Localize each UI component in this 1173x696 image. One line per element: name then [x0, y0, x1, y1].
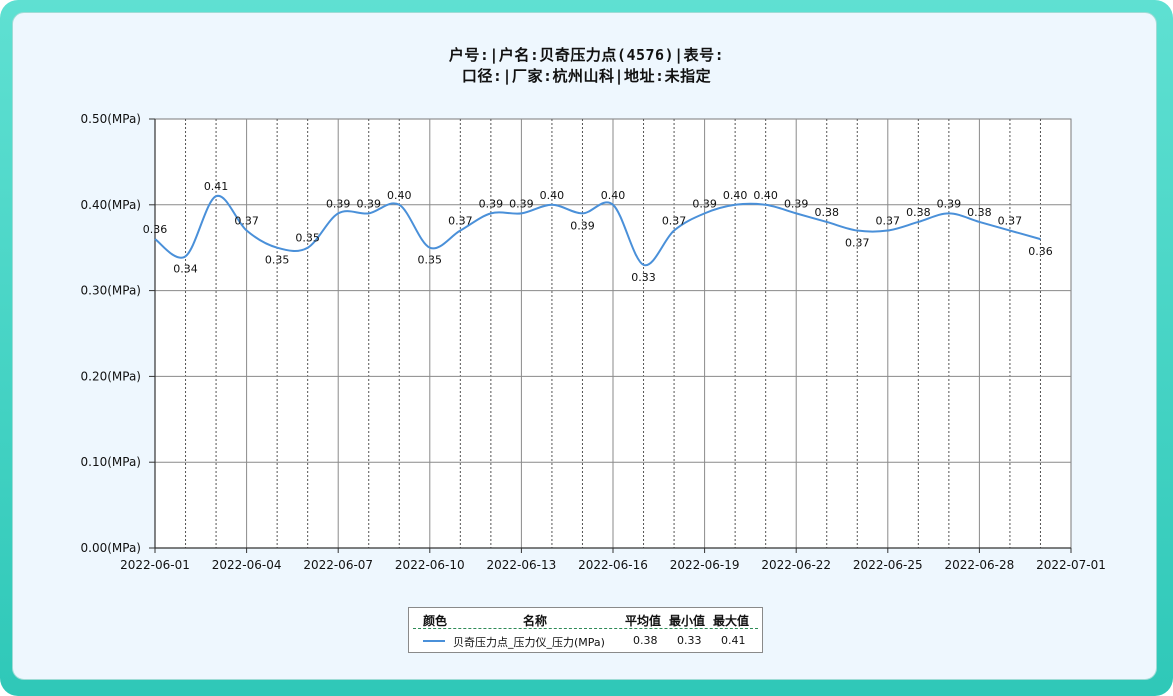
data-label: 0.37 [662, 215, 687, 228]
data-label: 0.40 [723, 189, 748, 202]
data-label: 0.39 [326, 197, 351, 210]
data-label: 0.36 [143, 223, 168, 236]
data-label: 0.37 [998, 215, 1023, 228]
y-tick-label: 0.00(MPa) [81, 541, 142, 555]
legend-header-name: 名称 [523, 614, 548, 628]
x-tick-label: 2022-06-16 [578, 558, 648, 572]
data-label: 0.39 [937, 197, 962, 210]
data-label: 0.37 [845, 237, 870, 250]
data-label: 0.37 [234, 215, 259, 228]
y-tick-label: 0.30(MPa) [81, 284, 142, 298]
x-tick-label: 2022-06-13 [487, 558, 557, 572]
legend-series-min: 0.33 [677, 634, 702, 647]
data-label: 0.40 [387, 189, 412, 202]
data-label: 0.37 [448, 215, 473, 228]
x-tick-label: 2022-06-07 [303, 558, 373, 572]
x-tick-label: 2022-06-22 [761, 558, 831, 572]
x-tick-label: 2022-07-01 [1036, 558, 1106, 572]
legend-header-color: 颜色 [423, 614, 448, 628]
data-label: 0.38 [967, 206, 992, 219]
x-tick-label: 2022-06-04 [212, 558, 282, 572]
legend-series-swatch [423, 640, 445, 642]
legend-series-avg: 0.38 [633, 634, 658, 647]
data-label: 0.37 [876, 215, 901, 228]
data-label: 0.39 [356, 197, 381, 210]
data-label: 0.35 [418, 254, 443, 267]
chart-title-line-2: 口径:|厂家:杭州山科|地址:未指定 [461, 67, 712, 85]
data-label: 0.33 [631, 271, 656, 284]
legend-header-min: 最小值 [669, 614, 706, 628]
data-label: 0.40 [753, 189, 778, 202]
x-tick-label: 2022-06-01 [120, 558, 190, 572]
data-label: 0.35 [265, 254, 290, 267]
data-label: 0.34 [173, 262, 198, 275]
data-label: 0.41 [204, 180, 229, 193]
data-label: 0.35 [295, 232, 320, 245]
legend-series-name: 贝奇压力点_压力仪_压力(MPa) [453, 636, 605, 649]
data-label: 0.38 [906, 206, 931, 219]
legend-header-max: 最大值 [713, 614, 750, 628]
data-label: 0.40 [540, 189, 565, 202]
legend-separator [413, 628, 758, 629]
data-label: 0.39 [570, 219, 595, 232]
data-label: 0.39 [784, 197, 809, 210]
chart-title-line-1: 户号:|户名:贝奇压力点(4576)|表号: [448, 46, 725, 64]
x-tick-label: 2022-06-25 [853, 558, 923, 572]
data-label: 0.39 [479, 197, 504, 210]
data-label: 0.39 [509, 197, 534, 210]
legend-header-avg: 平均值 [625, 614, 662, 628]
y-tick-label: 0.50(MPa) [81, 112, 142, 126]
data-label: 0.36 [1028, 245, 1053, 258]
y-tick-label: 0.10(MPa) [81, 455, 142, 469]
data-label: 0.38 [814, 206, 839, 219]
y-tick-label: 0.20(MPa) [81, 369, 142, 383]
data-label: 0.39 [692, 197, 717, 210]
legend-series-max: 0.41 [721, 634, 746, 647]
x-tick-label: 2022-06-28 [945, 558, 1015, 572]
x-tick-label: 2022-06-19 [670, 558, 740, 572]
series-line [154, 195, 1041, 266]
data-label: 0.40 [601, 189, 626, 202]
y-tick-label: 0.40(MPa) [81, 198, 142, 212]
x-tick-label: 2022-06-10 [395, 558, 465, 572]
chart-legend: 颜色 名称 平均值 最小值 最大值 贝奇压力点_压力仪_压力(MPa) 0.38… [408, 607, 763, 653]
